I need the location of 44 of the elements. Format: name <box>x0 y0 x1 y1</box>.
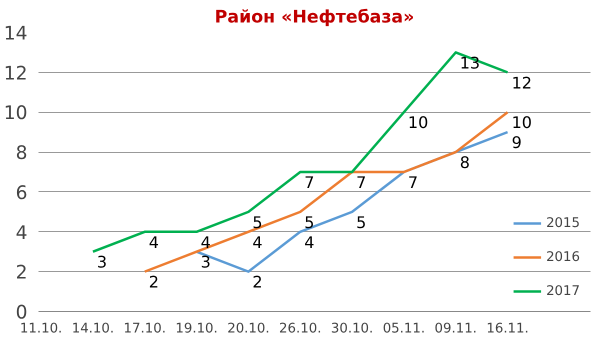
x-tick-label: 14.10. <box>72 322 114 336</box>
data-label: 13 <box>460 53 480 72</box>
x-tick-label: 19.10. <box>175 322 218 336</box>
data-label: 9 <box>512 133 522 152</box>
legend-label: 2015 <box>546 216 580 230</box>
y-tick-label: 8 <box>16 143 28 164</box>
data-label: 4 <box>200 232 211 252</box>
x-tick-label: 09.11. <box>434 322 477 336</box>
data-label: 7 <box>356 173 366 192</box>
data-label: 8 <box>460 153 470 172</box>
x-tick-label: 05.11. <box>382 322 426 336</box>
y-tick-label: 14 <box>4 24 28 44</box>
data-label: 2 <box>252 272 263 292</box>
data-label: 4 <box>148 232 159 252</box>
data-label: 3 <box>96 252 108 272</box>
legend-label: 2017 <box>546 284 580 298</box>
x-tick-label: 26.10. <box>279 322 322 336</box>
x-tick-label: 11.10. <box>20 322 62 336</box>
data-label: 3 <box>200 252 211 272</box>
y-tick-label: 0 <box>16 302 28 324</box>
data-label: 5 <box>304 212 314 232</box>
chart-title: Район «Нефтебаза» <box>214 8 414 28</box>
x-tick-label: 20.10. <box>227 322 270 336</box>
x-tick-label: 30.10. <box>330 322 374 336</box>
data-label: 7 <box>408 173 418 192</box>
data-label: 12 <box>512 73 532 92</box>
data-label: 7 <box>304 173 314 192</box>
data-label: 2 <box>148 272 159 292</box>
legend-label: 2016 <box>546 250 580 264</box>
x-tick-label: 16.11. <box>486 322 529 336</box>
data-label: 5 <box>252 212 263 232</box>
data-label: 4 <box>304 232 314 252</box>
data-label: 10 <box>408 113 428 132</box>
x-tick-label: 17.10. <box>124 322 166 336</box>
y-tick-label: 12 <box>4 63 28 84</box>
line-series <box>144 110 509 273</box>
y-tick-label: 10 <box>4 103 28 124</box>
y-tick-label: 2 <box>16 262 28 284</box>
y-tick-label: 4 <box>16 222 28 244</box>
data-label: 4 <box>252 232 263 252</box>
y-tick-label: 6 <box>16 182 28 204</box>
line-series <box>92 51 509 253</box>
data-label: 5 <box>356 212 366 232</box>
data-label: 10 <box>512 113 532 132</box>
